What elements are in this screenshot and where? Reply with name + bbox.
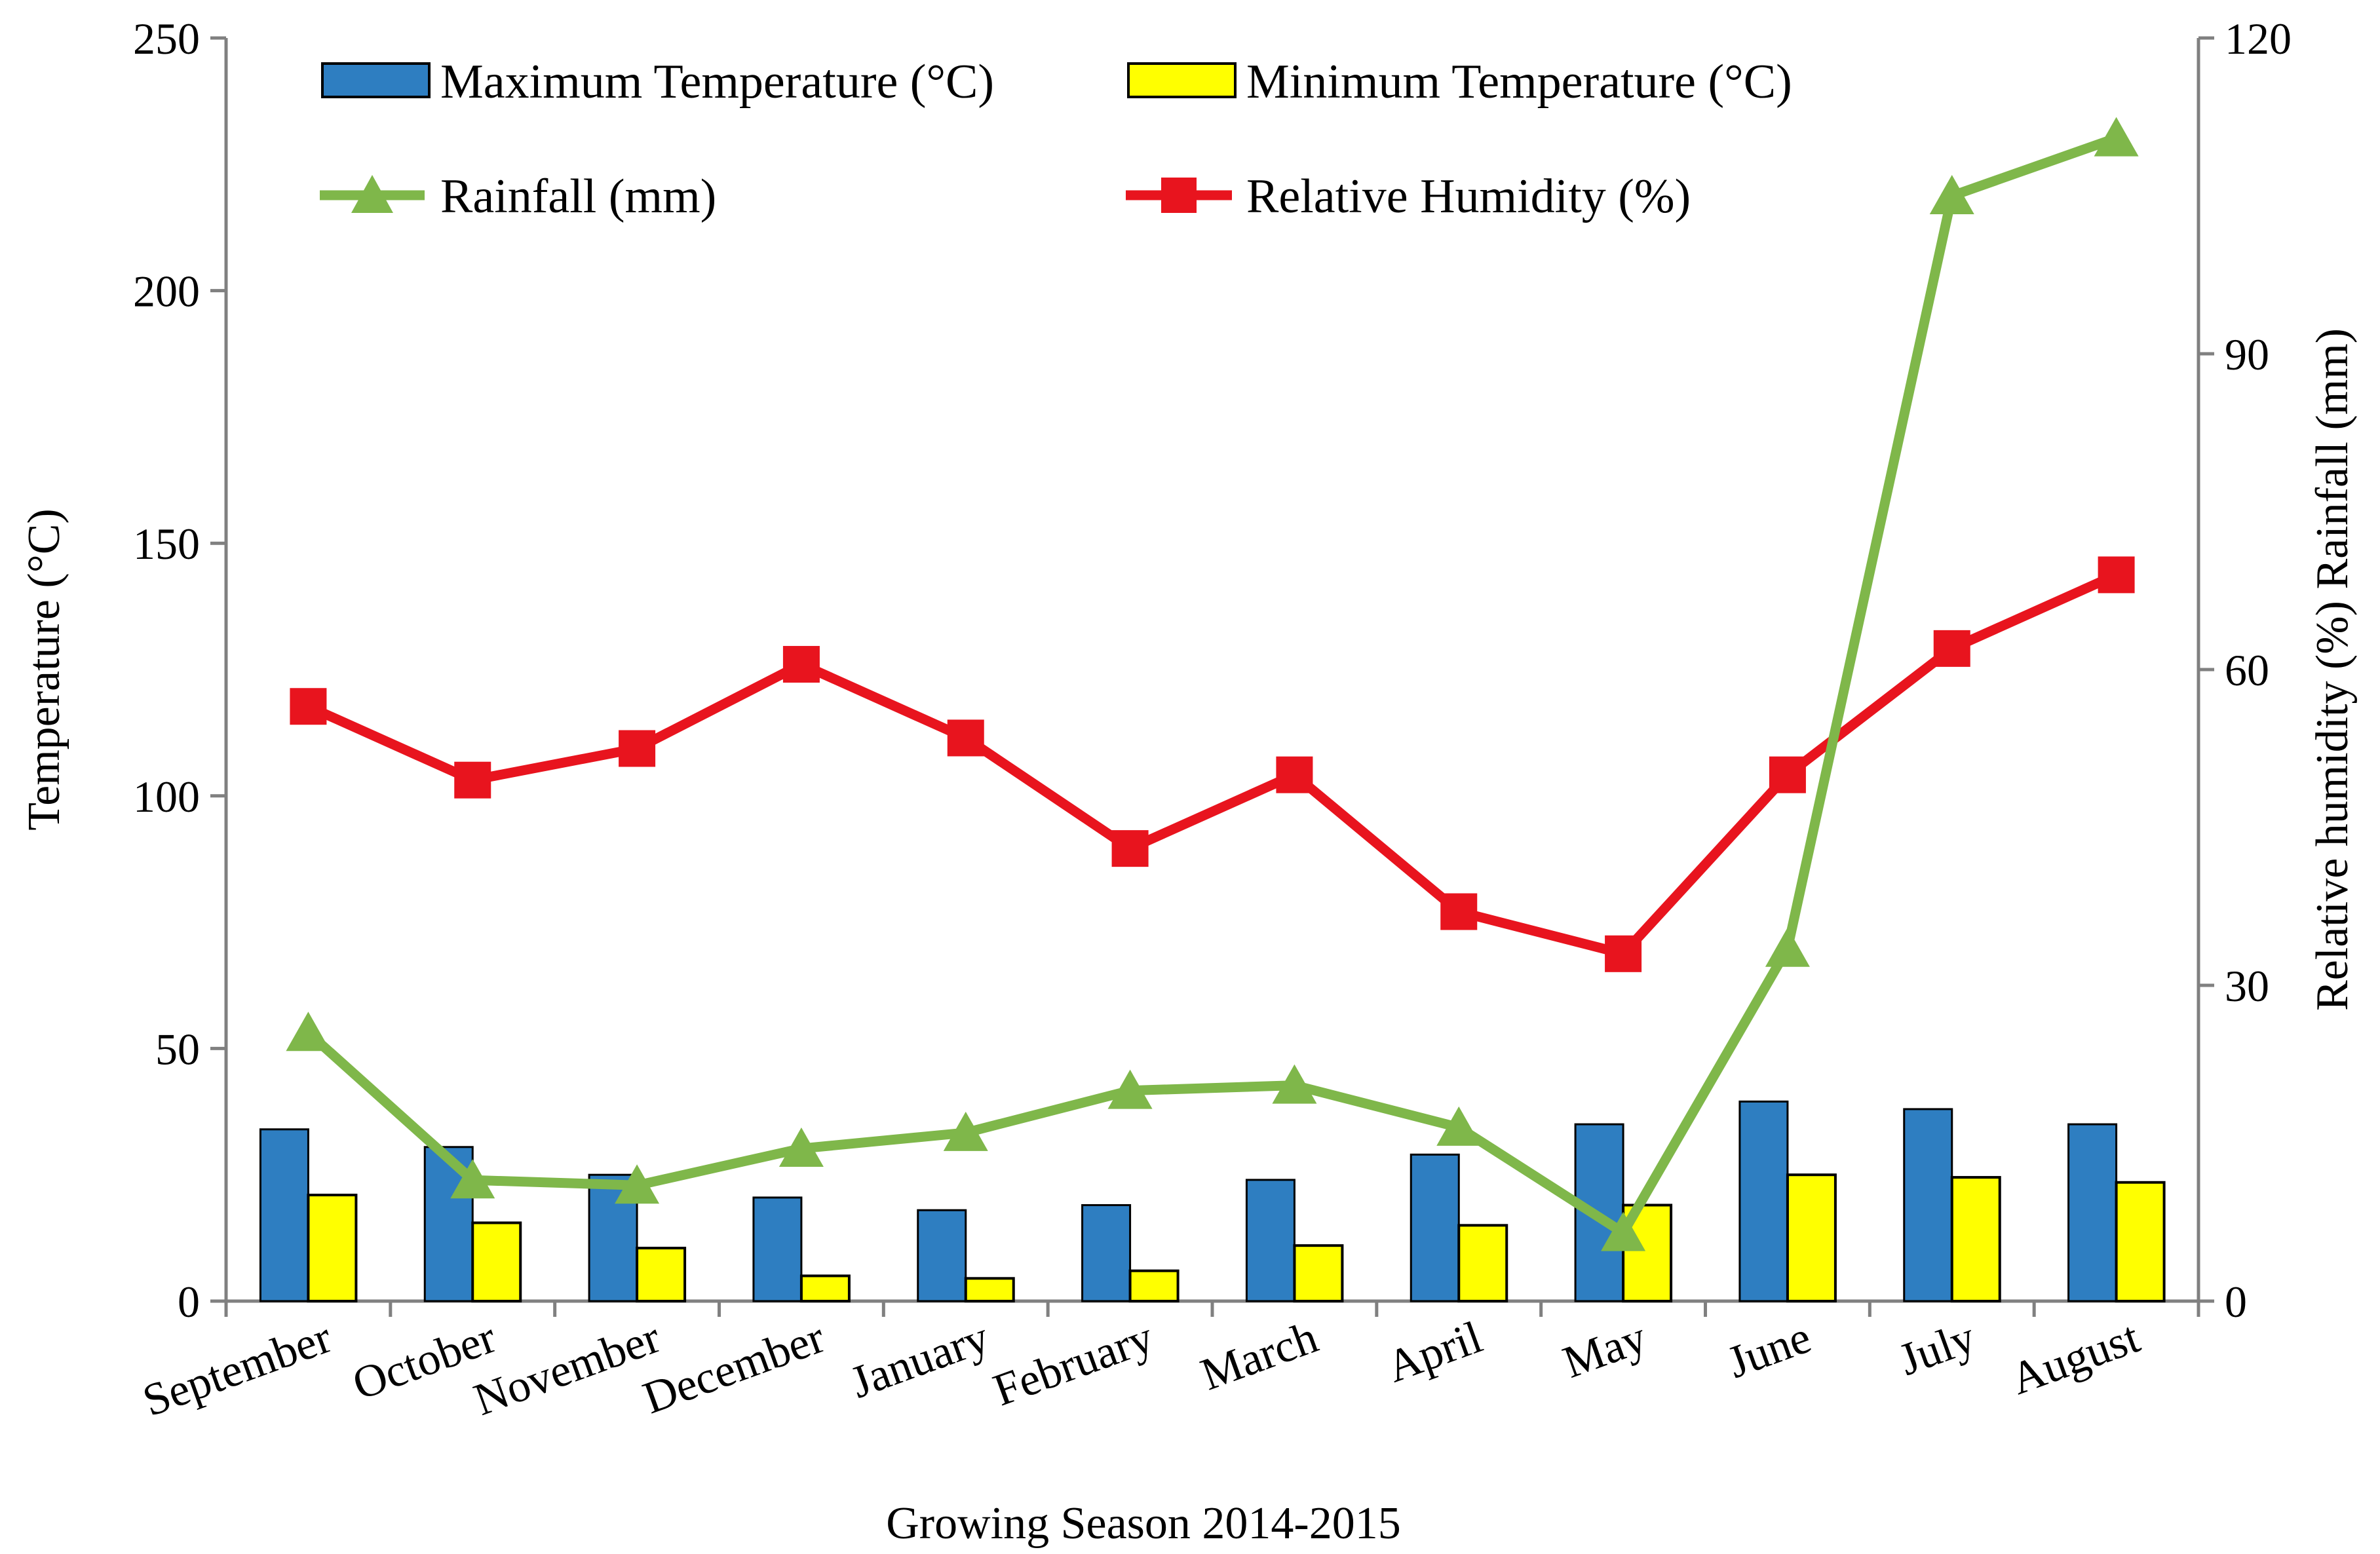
bar-min-temp — [799, 1274, 851, 1302]
point-rainfall — [1601, 1211, 1646, 1251]
right-tick-label: 0 — [2225, 1277, 2247, 1327]
x-axis-title: Growing Season 2014-2015 — [886, 1498, 1400, 1549]
bar-max-temp — [259, 1128, 309, 1302]
point-rainfall — [615, 1164, 660, 1204]
point-humidity — [619, 730, 656, 767]
right-tick-label: 30 — [2225, 961, 2269, 1011]
right-tick-label: 60 — [2225, 645, 2269, 695]
bar-min-temp — [1457, 1224, 1508, 1302]
point-rainfall — [1765, 927, 1810, 967]
point-rainfall — [1929, 175, 1974, 214]
bar-max-temp — [1903, 1108, 1953, 1302]
left-tick-label: 150 — [133, 519, 200, 569]
bar-min-temp — [307, 1194, 358, 1302]
right-tick-label: 120 — [2225, 14, 2292, 64]
bar-max-temp — [1081, 1203, 1132, 1302]
point-humidity — [290, 688, 327, 725]
point-rainfall — [450, 1159, 495, 1199]
bar-min-temp — [636, 1247, 687, 1303]
legend-label-humidity: Relative Humidity (%) — [1246, 170, 1691, 223]
point-rainfall — [2094, 117, 2139, 157]
bar-max-temp — [1245, 1179, 1296, 1302]
point-humidity — [1933, 630, 1970, 667]
point-humidity — [1605, 935, 1642, 972]
bar-series — [259, 1100, 2166, 1303]
legend-marker-rainfall — [351, 175, 393, 213]
point-rainfall — [1272, 1064, 1317, 1104]
right-tick-label: 90 — [2225, 330, 2269, 379]
left-tick-label: 50 — [155, 1024, 200, 1074]
line-series — [286, 117, 2139, 1251]
left-tick-label: 200 — [133, 267, 200, 316]
bar-max-temp — [1738, 1100, 1789, 1302]
point-humidity — [2098, 556, 2135, 594]
legend: Maximum Temperature (°C) Minimum Tempera… — [320, 55, 1792, 223]
bar-min-temp — [1293, 1244, 1344, 1302]
legend-swatch-min-temp — [1127, 62, 1237, 98]
bar-min-temp — [1950, 1176, 2001, 1303]
point-rainfall — [943, 1111, 988, 1151]
legend-item-min-temp: Minimum Temperature (°C) — [1127, 55, 1792, 109]
left-y-ticks: 0 50 100 150 200 250 — [133, 14, 226, 1327]
x-ticks — [224, 1301, 2200, 1317]
line-rainfall — [305, 133, 2119, 1238]
point-rainfall — [286, 1012, 331, 1052]
point-rainfall — [1107, 1069, 1153, 1109]
bar-min-temp — [471, 1221, 522, 1302]
legend-label-min-temp: Minimum Temperature (°C) — [1246, 55, 1792, 109]
point-humidity — [947, 719, 984, 757]
left-tick-label: 0 — [178, 1277, 200, 1327]
left-tick-label: 100 — [133, 772, 200, 822]
legend-item-rainfall: Rainfall (mm) — [320, 170, 716, 223]
legend-swatch-max-temp — [321, 62, 431, 98]
point-humidity — [1111, 830, 1149, 867]
bar-max-temp — [2067, 1123, 2118, 1302]
right-y-ticks: 0 30 60 90 120 — [2198, 14, 2292, 1327]
legend-item-max-temp: Maximum Temperature (°C) — [321, 55, 994, 109]
legend-label-max-temp: Maximum Temperature (°C) — [440, 55, 994, 109]
bar-max-temp — [917, 1209, 967, 1302]
point-rainfall — [778, 1128, 824, 1167]
point-humidity — [1769, 756, 1806, 793]
legend-marker-humidity — [1161, 178, 1197, 213]
bar-max-temp — [752, 1196, 803, 1302]
left-y-axis-title: Temperature (°C) — [19, 508, 69, 830]
bar-min-temp — [2115, 1181, 2166, 1302]
right-y-axis-title: Relative humidity (%) Rainfall (mm) — [2307, 328, 2358, 1011]
bar-max-temp — [1410, 1153, 1460, 1302]
left-tick-label: 250 — [133, 14, 200, 64]
point-rainfall — [1436, 1106, 1482, 1146]
point-humidity — [454, 761, 491, 799]
bar-min-temp — [964, 1277, 1015, 1303]
bar-min-temp — [1128, 1269, 1180, 1303]
legend-item-humidity: Relative Humidity (%) — [1126, 170, 1691, 223]
point-humidity — [1276, 756, 1313, 793]
legend-label-rainfall: Rainfall (mm) — [440, 170, 716, 223]
point-humidity — [1440, 893, 1478, 930]
line-humidity — [306, 570, 2119, 959]
axes: 0 50 100 150 200 250 0 30 60 90 120 — [133, 14, 2292, 1327]
point-humidity — [782, 645, 820, 683]
bar-min-temp — [1786, 1173, 1837, 1302]
